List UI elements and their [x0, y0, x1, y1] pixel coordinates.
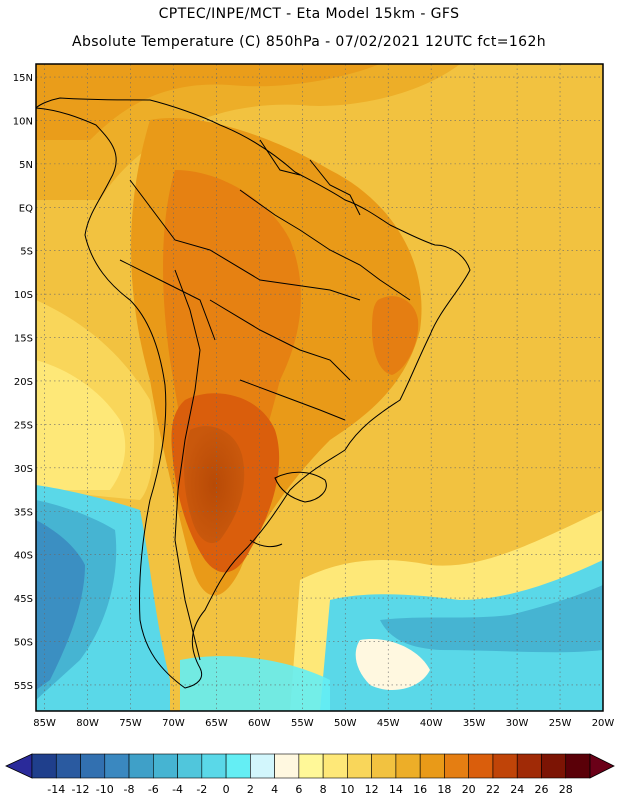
lon-tick-label: 25W: [549, 718, 572, 729]
lat-tick-label: 15S: [14, 334, 33, 345]
colorbar-label: 10: [340, 783, 354, 796]
lon-tick-label: 45W: [377, 718, 400, 729]
colorbar-swatch: [104, 753, 130, 779]
colorbar-label: 16: [413, 783, 427, 796]
colorbar-label: 2: [247, 783, 254, 796]
colorbar-swatch: [153, 753, 178, 779]
colorbar-label: -12: [72, 783, 90, 796]
colorbar: [5, 753, 615, 779]
lon-tick-label: 65W: [205, 718, 228, 729]
colorbar-labels: -14 -12 -10 -8 -6 -4 -2 0 2 4 6 8 10 12 14 16 18 20 22 24 26…: [47, 783, 572, 796]
colorbar-label: -14: [47, 783, 65, 796]
colorbar-min-arrow: [5, 753, 33, 779]
colorbar-label: 26: [534, 783, 548, 796]
colorbar-swatch: [225, 753, 251, 779]
colorbar-label: 6: [295, 783, 302, 796]
lat-tick-label: 5S: [20, 247, 33, 258]
lat-tick-label: 55S: [14, 681, 33, 692]
coastline: [36, 97, 471, 689]
lon-tick-label: 75W: [119, 718, 142, 729]
lat-tick-label: 40S: [14, 551, 33, 562]
colorbar-swatch: [347, 753, 372, 779]
colorbar-swatch: [492, 753, 518, 779]
colorbar-label: 20: [462, 783, 476, 796]
lat-tick-label: 35S: [14, 507, 33, 518]
lat-tick-label: 50S: [14, 638, 33, 649]
lon-tick-label: 60W: [248, 718, 271, 729]
colorbar-swatch: [516, 753, 542, 779]
map-frame: [35, 63, 604, 712]
lat-tick-label: EQ: [19, 203, 33, 214]
colorbar-swatch: [419, 753, 445, 779]
lat-tick-label: 25S: [14, 420, 33, 431]
lat-tick-label: 10S: [14, 290, 33, 301]
longitude-labels: 85W 80W 75W 70W 65W 60W 55W 50W 45W 40W 35W 30W 25W 2…: [33, 718, 614, 729]
colorbar-label: 12: [365, 783, 379, 796]
chart-title: CPTEC/INPE/MCT - Eta Model 15km - GFS: [158, 6, 460, 22]
lat-tick-label: 10N: [13, 116, 33, 127]
lon-tick-label: 50W: [334, 718, 357, 729]
colorbar-label: -2: [196, 783, 207, 796]
graticule: [36, 64, 603, 711]
colorbar-swatch: [80, 753, 106, 779]
colorbar-max-arrow: [589, 753, 615, 779]
colorbar-label: 0: [223, 783, 230, 796]
colorbar-label: -10: [96, 783, 114, 796]
latitude-labels: 15N 10N 5N EQ 5S 10S 15S 20S 25S 30S 35S 40S 45S 50S 5…: [13, 73, 33, 692]
colorbar-label: 22: [486, 783, 500, 796]
colorbar-label: -4: [172, 783, 183, 796]
colorbar-label: 18: [437, 783, 451, 796]
colorbar-label: 14: [389, 783, 403, 796]
colorbar-label: 8: [320, 783, 327, 796]
colorbar-swatch: [274, 753, 300, 779]
colorbar-swatch: [201, 753, 227, 779]
colorbar-swatch: [55, 753, 81, 779]
lat-tick-label: 30S: [14, 464, 33, 475]
lon-tick-label: 35W: [463, 718, 486, 729]
lon-tick-label: 85W: [33, 718, 56, 729]
colorbar-swatch: [395, 753, 421, 779]
chart-subtitle: Absolute Temperature (C) 850hPa - 07/02/…: [71, 34, 547, 50]
lon-tick-label: 40W: [420, 718, 443, 729]
colorbar-swatch: [468, 753, 494, 779]
colorbar-label: -6: [148, 783, 159, 796]
lon-tick-label: 55W: [291, 718, 314, 729]
lon-tick-label: 70W: [162, 718, 185, 729]
colorbar-swatch: [128, 753, 154, 779]
lon-tick-label: 30W: [506, 718, 529, 729]
colorbar-swatch: [371, 753, 397, 779]
lat-tick-label: 15N: [13, 73, 33, 84]
colorbar-swatch: [322, 753, 348, 779]
colorbar-swatch: [298, 753, 324, 779]
colorbar-swatch: [565, 753, 591, 779]
lon-tick-label: 20W: [592, 718, 615, 729]
colorbar-label: -8: [124, 783, 135, 796]
colorbar-swatch: [31, 753, 57, 779]
colorbar-label: 28: [559, 783, 573, 796]
colorbar-swatch: [444, 753, 469, 779]
lat-tick-label: 45S: [14, 594, 33, 605]
colorbar-label: 4: [271, 783, 278, 796]
colorbar-swatch: [250, 753, 275, 779]
lon-tick-label: 80W: [76, 718, 99, 729]
colorbar-swatch: [177, 753, 203, 779]
colorbar-swatch: [541, 753, 567, 779]
temperature-field: [36, 64, 603, 711]
colorbar-label: 24: [510, 783, 524, 796]
lat-tick-label: 20S: [14, 377, 33, 388]
lat-tick-label: 5N: [19, 160, 33, 171]
